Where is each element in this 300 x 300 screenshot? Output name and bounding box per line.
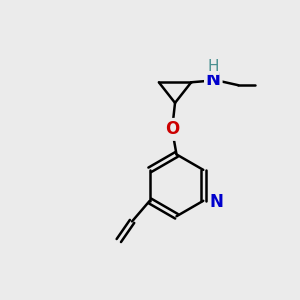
Text: N: N	[210, 193, 224, 211]
Text: H: H	[208, 59, 219, 74]
Text: N: N	[206, 71, 221, 89]
Text: O: O	[165, 120, 179, 138]
